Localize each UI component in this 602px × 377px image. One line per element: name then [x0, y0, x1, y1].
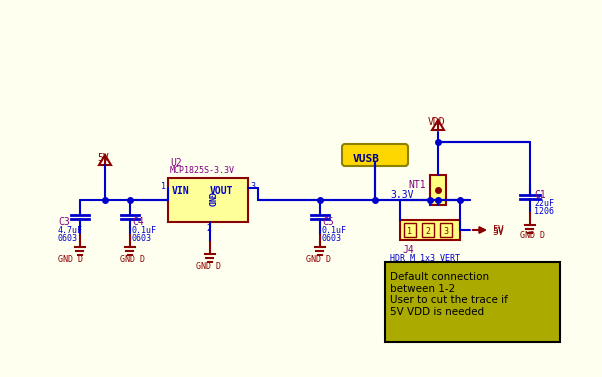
Text: C3: C3 — [58, 217, 70, 227]
Text: 2: 2 — [425, 227, 430, 236]
Text: GND D: GND D — [196, 262, 221, 271]
Text: C5: C5 — [322, 217, 334, 227]
Text: MCP1825S-3.3V: MCP1825S-3.3V — [170, 166, 235, 175]
Text: 1: 1 — [161, 182, 166, 191]
Text: 2: 2 — [206, 224, 211, 233]
Text: GND D: GND D — [520, 231, 545, 240]
Text: VIN: VIN — [172, 186, 190, 196]
Text: VOUT: VOUT — [210, 186, 234, 196]
FancyBboxPatch shape — [342, 144, 408, 166]
Text: 0.1uF: 0.1uF — [132, 226, 157, 235]
Text: GND D: GND D — [120, 255, 145, 264]
Text: U2: U2 — [170, 158, 182, 168]
Text: 3: 3 — [443, 227, 448, 236]
Text: 22uF: 22uF — [534, 199, 554, 208]
Text: 0.1uF: 0.1uF — [322, 226, 347, 235]
Text: 0603: 0603 — [58, 234, 78, 243]
Text: 3.3V: 3.3V — [390, 190, 414, 200]
FancyBboxPatch shape — [440, 223, 452, 237]
Text: 1: 1 — [407, 227, 412, 236]
Text: VDD: VDD — [428, 117, 445, 127]
Text: Default connection
between 1-2
User to cut the trace if
5V VDD is needed: Default connection between 1-2 User to c… — [390, 272, 508, 317]
FancyBboxPatch shape — [168, 178, 248, 222]
Text: HDR M 1x3 VERT: HDR M 1x3 VERT — [390, 254, 460, 263]
Text: VUSB: VUSB — [353, 154, 380, 164]
FancyBboxPatch shape — [400, 220, 460, 240]
Text: 4.7uF: 4.7uF — [58, 226, 83, 235]
Text: 1206: 1206 — [534, 207, 554, 216]
FancyBboxPatch shape — [385, 262, 560, 342]
Text: 5V: 5V — [492, 225, 504, 235]
Text: 3: 3 — [250, 182, 255, 191]
Text: C4: C4 — [132, 217, 144, 227]
Text: J4: J4 — [402, 245, 414, 255]
FancyBboxPatch shape — [404, 223, 416, 237]
Text: 0603: 0603 — [322, 234, 342, 243]
Text: GND: GND — [205, 193, 214, 207]
Text: GND D: GND D — [306, 255, 331, 264]
FancyBboxPatch shape — [422, 223, 434, 237]
Text: 5V: 5V — [492, 227, 504, 237]
Text: 0603: 0603 — [132, 234, 152, 243]
Text: C1: C1 — [534, 190, 546, 200]
Text: NT1: NT1 — [408, 180, 426, 190]
Text: GND D: GND D — [58, 255, 83, 264]
FancyBboxPatch shape — [430, 175, 446, 205]
Text: 5V: 5V — [97, 153, 109, 163]
